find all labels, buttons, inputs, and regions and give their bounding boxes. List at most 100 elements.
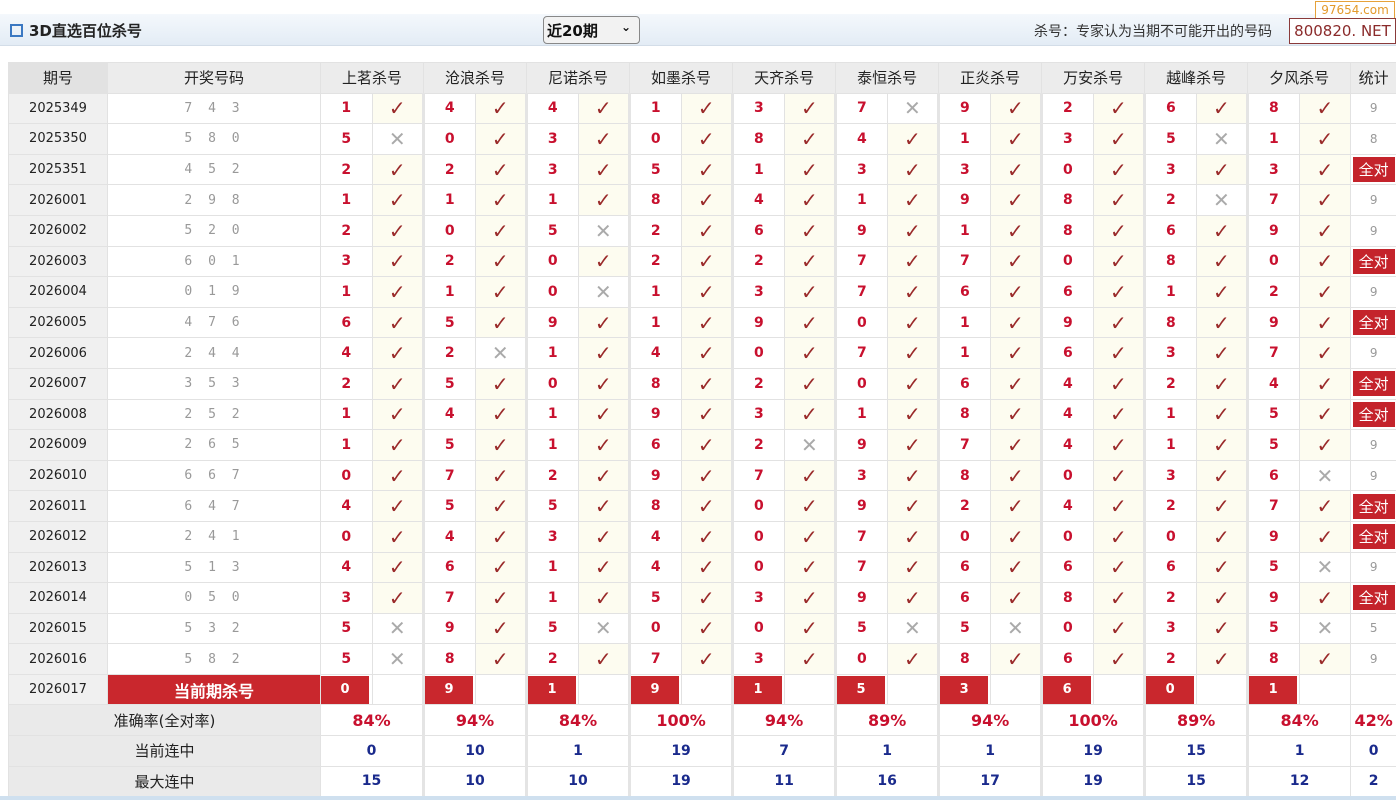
kill-number-cell: 4 xyxy=(628,551,682,584)
stat-cell: 全对 xyxy=(1350,582,1396,614)
header-expert: 夕风杀号 xyxy=(1247,62,1352,94)
kill-number-cell: 9 xyxy=(1246,520,1300,553)
kill-number-cell: 0 xyxy=(320,459,373,492)
kill-number-cell: 0 xyxy=(1040,612,1094,645)
check-icon: ✓ xyxy=(886,276,940,308)
check-icon: ✓ xyxy=(989,367,1043,400)
kill-number-cell: 4 xyxy=(1246,367,1300,400)
check-icon: ✓ xyxy=(1092,643,1146,675)
kill-number-cell: 4 xyxy=(628,337,682,369)
kill-number-cell: 2 xyxy=(525,459,579,492)
check-icon: ✓ xyxy=(989,153,1043,186)
period-cell: 2026012 xyxy=(8,520,108,553)
check-icon: ✓ xyxy=(680,153,734,186)
stat-cell: 9 xyxy=(1350,429,1396,461)
stat-cell: 全对 xyxy=(1350,520,1396,553)
check-icon: ✓ xyxy=(680,429,734,461)
kill-number-cell: 7 xyxy=(937,429,991,461)
check-icon: ✓ xyxy=(474,582,528,614)
kill-number-cell: 7 xyxy=(834,337,888,369)
cross-icon: ✕ xyxy=(1298,459,1352,492)
table-row: 2026007 3 5 3 2 ✓ 5 ✓ 0 ✓ 8 ✓ 2 ✓ 0 ✓ 6 ✓ 4 ✓ 2 ✓ 4 ✓ 全对 xyxy=(8,367,1396,400)
kill-number-cell: 6 xyxy=(1143,214,1197,247)
current-kill-cell: 0 xyxy=(1143,673,1197,706)
kill-number-cell: 5 xyxy=(1246,429,1300,461)
horizontal-scrollbar[interactable] xyxy=(0,796,1396,800)
check-icon: ✓ xyxy=(989,429,1043,461)
current-kill-cell: 1 xyxy=(1246,673,1300,706)
kill-number-cell: 9 xyxy=(628,459,682,492)
kill-number-cell: 5 xyxy=(834,612,888,645)
check-icon: ✓ xyxy=(1092,306,1146,339)
kill-number-cell: 3 xyxy=(1040,123,1094,155)
accuracy-row-value: 89% xyxy=(834,704,940,737)
cross-icon: ✕ xyxy=(1298,551,1352,584)
current-period-row: 2026017 当前期杀号 0 9 1 9 1 5 3 6 0 1 xyxy=(8,673,1396,706)
stat-cell: 全对 xyxy=(1350,245,1396,278)
table-row: 2026016 5 8 2 5 ✕ 8 ✓ 2 ✓ 7 ✓ 3 ✓ 0 ✓ 8 ✓ 6 ✓ 2 ✓ 8 ✓ 9 xyxy=(8,643,1396,675)
period-cell: 2026007 xyxy=(8,367,108,400)
empty-cell xyxy=(1298,673,1352,706)
accuracy-row-value: 84% xyxy=(525,704,631,737)
kill-number-cell: 7 xyxy=(422,459,476,492)
check-icon: ✓ xyxy=(1195,92,1249,125)
check-icon: ✓ xyxy=(989,551,1043,584)
check-icon: ✓ xyxy=(371,337,425,369)
check-icon: ✓ xyxy=(474,490,528,522)
check-icon: ✓ xyxy=(886,153,940,186)
check-icon: ✓ xyxy=(474,459,528,492)
current-streak-row-value: 15 xyxy=(1143,735,1249,767)
current-kill-label: 当前期杀号 xyxy=(107,673,321,706)
table-row: 2025350 5 8 0 5 ✕ 0 ✓ 3 ✓ 0 ✓ 8 ✓ 4 ✓ 1 ✓ 3 ✓ 5 ✕ 1 ✓ 8 xyxy=(8,123,1396,155)
check-icon: ✓ xyxy=(474,429,528,461)
check-icon: ✓ xyxy=(1298,306,1352,339)
stat-cell: 9 xyxy=(1350,643,1396,675)
kill-definition-note: 杀号：专家认为当期不可能开出的号码 xyxy=(1034,24,1272,40)
cross-icon: ✕ xyxy=(577,214,631,247)
kill-number-cell: 2 xyxy=(525,643,579,675)
empty-cell xyxy=(680,673,734,706)
kill-number-cell: 3 xyxy=(731,92,785,125)
kill-number-cell: 9 xyxy=(834,429,888,461)
table-row: 2026013 5 1 3 4 ✓ 6 ✓ 1 ✓ 4 ✓ 0 ✓ 7 ✓ 6 ✓ 6 ✓ 6 ✓ 5 ✕ 9 xyxy=(8,551,1396,584)
cross-icon: ✕ xyxy=(371,612,425,645)
check-icon: ✓ xyxy=(474,306,528,339)
stat-cell: 9 xyxy=(1350,214,1396,247)
check-icon: ✓ xyxy=(886,214,940,247)
check-icon: ✓ xyxy=(886,490,940,522)
check-icon: ✓ xyxy=(1092,612,1146,645)
check-icon: ✓ xyxy=(371,276,425,308)
check-icon: ✓ xyxy=(783,490,837,522)
header-expert: 万安杀号 xyxy=(1041,62,1146,94)
kill-number-cell: 4 xyxy=(525,92,579,125)
check-icon: ✓ xyxy=(1092,520,1146,553)
current-streak-row-value: 1 xyxy=(1246,735,1352,767)
check-icon: ✓ xyxy=(783,643,837,675)
draw-number-cell: 5 8 2 xyxy=(107,643,321,675)
kill-number-cell: 1 xyxy=(834,398,888,431)
period-range-select[interactable]: 近20期 ⌄ xyxy=(543,16,640,44)
current-streak-row-value: 7 xyxy=(731,735,837,767)
check-icon: ✓ xyxy=(474,123,528,155)
kill-number-cell: 3 xyxy=(525,153,579,186)
panel-header: 3D直选百位杀号 近20期 ⌄ 杀号：专家认为当期不可能开出的号码 xyxy=(0,14,1396,46)
check-icon: ✓ xyxy=(886,337,940,369)
table-row: 2025349 7 4 3 1 ✓ 4 ✓ 4 ✓ 1 ✓ 3 ✓ 7 ✕ 9 ✓ 2 ✓ 6 ✓ 8 ✓ 9 xyxy=(8,92,1396,125)
current-streak-row-value: 1 xyxy=(834,735,940,767)
max-streak-row-value: 10 xyxy=(422,765,528,798)
check-icon: ✓ xyxy=(371,92,425,125)
period-cell: 2025351 xyxy=(8,153,108,186)
check-icon: ✓ xyxy=(577,459,631,492)
check-icon: ✓ xyxy=(1195,337,1249,369)
check-icon: ✓ xyxy=(1298,123,1352,155)
stat-cell: 全对 xyxy=(1350,367,1396,400)
kill-number-cell: 5 xyxy=(628,582,682,614)
check-icon: ✓ xyxy=(680,520,734,553)
check-icon: ✓ xyxy=(1195,153,1249,186)
kill-number-cell: 5 xyxy=(1143,123,1197,155)
current-kill-cell: 0 xyxy=(320,673,373,706)
check-icon: ✓ xyxy=(1298,153,1352,186)
kill-number-cell: 1 xyxy=(628,276,682,308)
kill-number-cell: 6 xyxy=(320,306,373,339)
kill-number-cell: 8 xyxy=(731,123,785,155)
